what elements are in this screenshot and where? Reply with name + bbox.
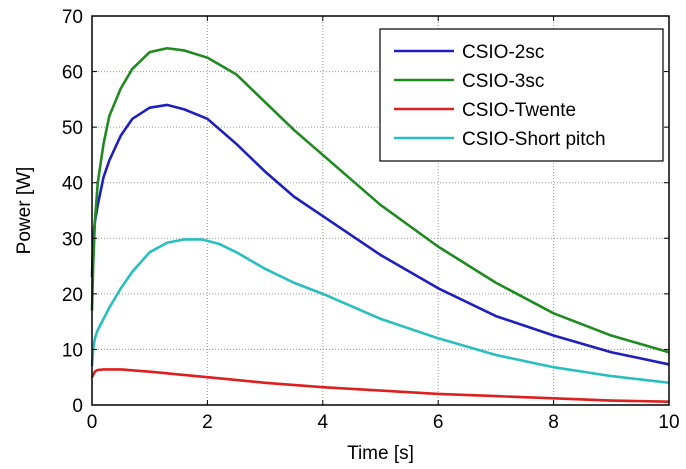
y-tick-label: 40: [62, 174, 83, 195]
x-tick-label: 0: [87, 412, 98, 433]
x-tick-label: 2: [202, 412, 213, 433]
series-lines: [90, 46, 670, 403]
y-tick-label: 0: [72, 396, 83, 417]
plot-area-frame: [91, 15, 670, 406]
x-tick-label: 10: [658, 412, 679, 433]
y-tick-label: 30: [62, 229, 83, 250]
axis-ticks: [91, 15, 670, 406]
series-line-1: [90, 103, 670, 366]
y-axis-label: Power [W]: [14, 167, 35, 255]
y-tick-label: 70: [62, 7, 83, 28]
series-line-3: [90, 368, 670, 403]
y-tick-label: 10: [62, 340, 83, 361]
legend-label: CSIO-Twente: [462, 100, 576, 121]
legend-label: CSIO-3sc: [462, 71, 544, 92]
x-tick-label: 6: [433, 412, 444, 433]
y-tick-label: 60: [62, 63, 83, 84]
series-line-4: [90, 238, 670, 385]
y-tick-label: 20: [62, 285, 83, 306]
legend-label: CSIO-2sc: [462, 42, 544, 63]
x-tick-label: 4: [318, 412, 329, 433]
tick-labels: 0 2 4 6 8 10 0 10 20 30 40 50 60 70: [62, 7, 680, 433]
y-tick-label: 50: [62, 118, 83, 139]
legend-label: CSIO-Short pitch: [462, 129, 606, 150]
x-axis-label: Time [s]: [347, 443, 414, 464]
x-tick-label: 8: [548, 412, 559, 433]
series-line-2: [90, 46, 670, 354]
legend: CSIO-2sc CSIO-3sc CSIO-Twente CSIO-Short pi…: [379, 28, 664, 162]
